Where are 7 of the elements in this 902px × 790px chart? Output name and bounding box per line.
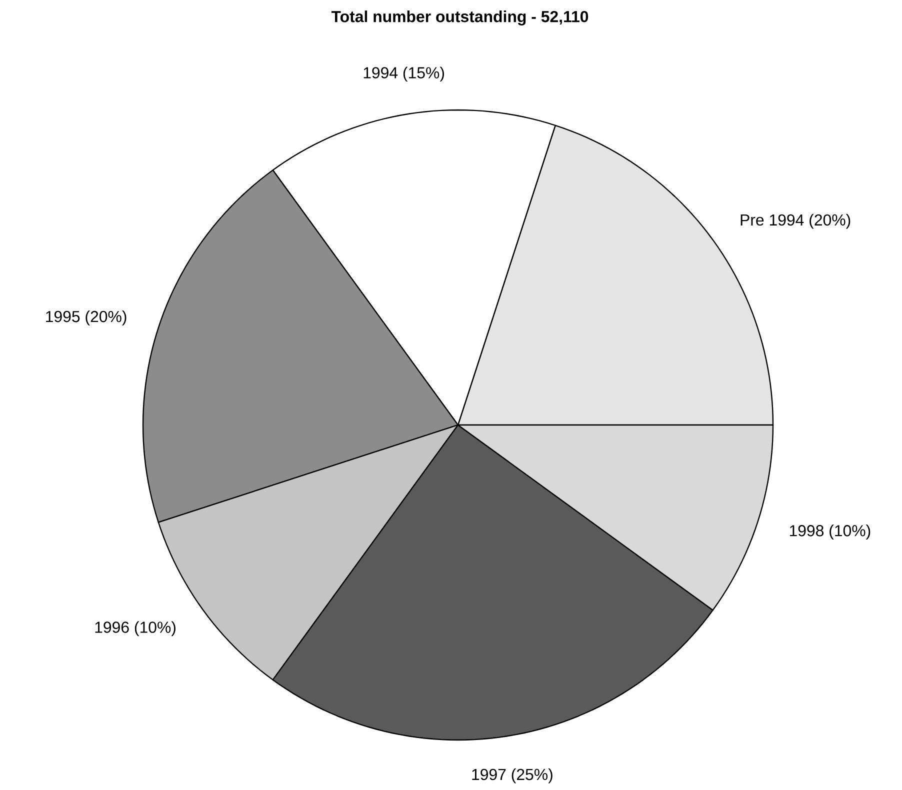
slice-label: 1994 (15%) <box>364 66 444 82</box>
slice-label: 1997 (25%) <box>472 768 552 784</box>
slice-label: 1998 (10%) <box>790 524 870 540</box>
slice-label: 1996 (10%) <box>95 621 176 636</box>
slice-label: 1995 (20%) <box>46 310 126 326</box>
chart-title: Total number outstanding - 52,110 <box>331 10 588 26</box>
slice-label: Pre 1994 (20%) <box>740 214 850 229</box>
